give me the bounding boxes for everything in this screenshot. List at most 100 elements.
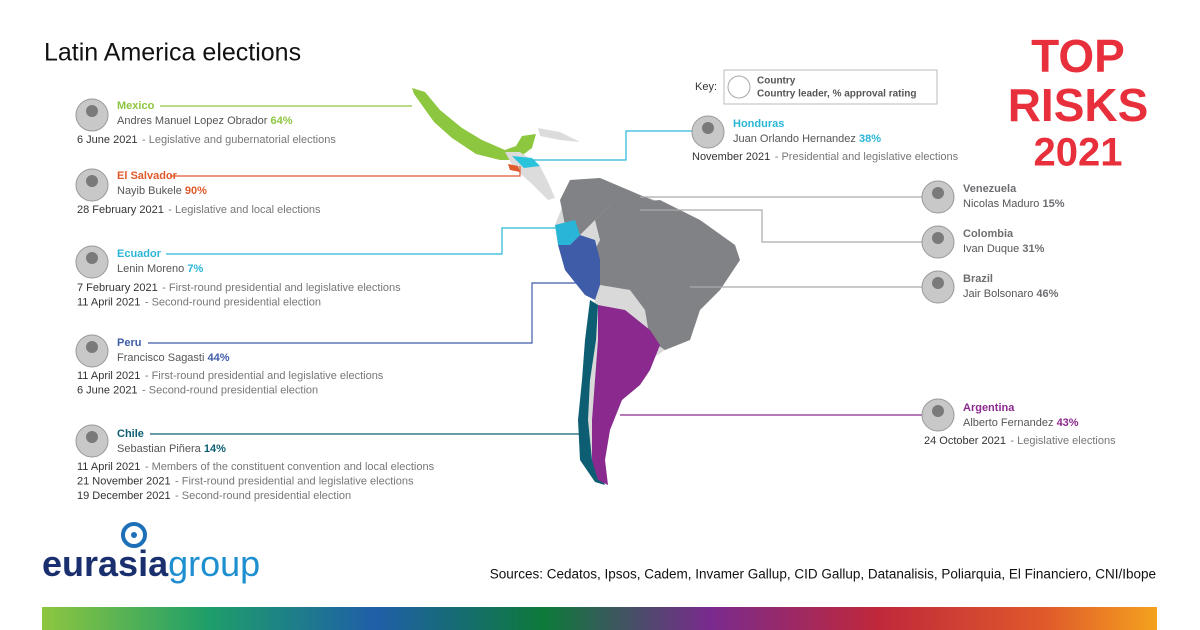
leader-name: Juan Orlando Hernandez (733, 133, 856, 145)
portrait-head (86, 431, 98, 443)
leader-line: Nayib Bukele 90% (117, 185, 207, 197)
leader-line: Lenin Moreno 7% (117, 263, 203, 275)
connector (170, 166, 521, 177)
approval-rating: 38% (859, 133, 881, 145)
logo-icon (121, 522, 147, 548)
election-desc: - Second-round presidential election (142, 384, 318, 396)
election-desc: - Members of the constituent convention … (145, 461, 435, 473)
caribbean-shape (538, 128, 580, 142)
approval-rating: 44% (208, 352, 230, 364)
honduras-shape (512, 156, 540, 168)
brand-risks: RISKS (1008, 79, 1149, 131)
election-line: 21 November 2021 - First-round president… (77, 473, 414, 490)
chile-shape (578, 300, 605, 485)
portrait-head (86, 175, 98, 187)
country-name: Venezuela (963, 183, 1017, 195)
brand-top: TOP (1031, 30, 1125, 82)
logo-group: group (168, 543, 260, 584)
leader-name: Alberto Fernandez (963, 417, 1054, 429)
election-line: 19 December 2021 - Second-round presiden… (77, 487, 351, 504)
portrait-head (932, 187, 944, 199)
leader-name: Lenin Moreno (117, 263, 184, 275)
leader-line: Jair Bolsonaro 46% (963, 288, 1059, 300)
election-date: November 2021 (692, 151, 770, 163)
approval-rating: 7% (187, 263, 203, 275)
mexico-shape (412, 88, 536, 160)
venezuela-colombia-shape (560, 178, 665, 235)
leader-name: Ivan Duque (963, 243, 1019, 255)
portrait-head (932, 277, 944, 289)
connector (166, 227, 560, 255)
election-desc: - Legislative and local elections (168, 204, 321, 216)
key-box (723, 69, 938, 105)
leader-line: Andres Manuel Lopez Obrador 64% (117, 115, 293, 127)
portrait-head (932, 405, 944, 417)
election-desc: - Legislative and gubernatorial election… (142, 134, 336, 146)
portrait-head (702, 122, 714, 134)
election-line: 6 June 2021 - Second-round presidential … (77, 382, 318, 399)
sources: Sources: Cedatos, Ipsos, Cadem, Invamer … (490, 567, 1156, 582)
election-date: 28 February 2021 (77, 204, 164, 216)
title: Latin America elections (44, 39, 301, 67)
election-date: 11 April 2021 (77, 296, 140, 308)
approval-rating: 15% (1042, 198, 1064, 210)
country-name: Colombia (963, 228, 1014, 240)
election-desc: - Second-round presidential election (175, 490, 351, 502)
leader-name: Sebastian Piñera (117, 443, 202, 455)
color-band (42, 607, 1157, 630)
country-labels: Mexico Andres Manuel Lopez Obrador 64% 6 J… (75, 98, 1116, 504)
peru-shape (558, 235, 600, 300)
connectors (148, 105, 924, 435)
leader-name: Nayib Bukele (117, 185, 182, 197)
leader-name: Francisco Sagasti (117, 352, 204, 364)
election-date: 6 June 2021 (77, 384, 138, 396)
election-desc: - Legislative elections (1010, 435, 1116, 447)
leader-line: Francisco Sagasti 44% (117, 352, 230, 364)
key-country: Country (757, 76, 796, 87)
key-circle (727, 75, 751, 99)
country-name: Argentina (963, 402, 1015, 414)
election-date: 21 November 2021 (77, 475, 171, 487)
brazil-shape (590, 200, 740, 350)
approval-rating: 64% (271, 115, 293, 127)
election-date: 11 April 2021 (77, 461, 140, 473)
logo-eurasia: eurasia (42, 543, 169, 584)
election-line: 11 April 2021 - First-round presidential… (77, 367, 384, 384)
key-label: Key: (695, 81, 717, 93)
election-date: 7 February 2021 (77, 282, 158, 294)
approval-rating: 46% (1036, 288, 1058, 300)
map (412, 88, 740, 485)
election-line: 11 April 2021 - Second-round presidentia… (77, 294, 321, 311)
key-leader: Country leader, % approval rating (757, 89, 916, 100)
leader-line: Ivan Duque 31% (963, 243, 1045, 255)
election-date: 11 April 2021 (77, 370, 140, 382)
approval-rating: 31% (1022, 243, 1044, 255)
country-name: Peru (117, 337, 141, 349)
leader-line: Alberto Fernandez 43% (963, 417, 1079, 429)
election-date: 19 December 2021 (77, 490, 171, 502)
portrait-head (86, 105, 98, 117)
central-america-shape (505, 152, 555, 200)
country-name: Brazil (963, 273, 993, 285)
election-line: 6 June 2021 - Legislative and gubernator… (77, 131, 336, 148)
logo: eurasiagroup (42, 522, 260, 584)
election-desc: - First-round presidential and legislati… (162, 282, 401, 294)
election-line: November 2021 - Presidential and legisla… (692, 148, 959, 165)
leader-line: Nicolas Maduro 15% (963, 198, 1065, 210)
election-line: 11 April 2021 - Members of the constitue… (77, 458, 435, 475)
leader-line: Sebastian Piñera 14% (117, 443, 226, 455)
election-line: 7 February 2021 - First-round presidenti… (77, 279, 401, 296)
election-desc: - First-round presidential and legislati… (175, 475, 414, 487)
approval-rating: 90% (185, 185, 207, 197)
country-name: Ecuador (117, 248, 162, 260)
connector (148, 282, 580, 344)
leader-name: Andres Manuel Lopez Obrador (117, 115, 268, 127)
approval-rating: 43% (1057, 417, 1079, 429)
election-desc: - Second-round presidential election (145, 296, 321, 308)
leader-name: Nicolas Maduro (963, 198, 1039, 210)
connector (640, 209, 924, 243)
logo-icon-dot (131, 532, 137, 538)
election-desc: - First-round presidential and legislati… (145, 370, 384, 382)
